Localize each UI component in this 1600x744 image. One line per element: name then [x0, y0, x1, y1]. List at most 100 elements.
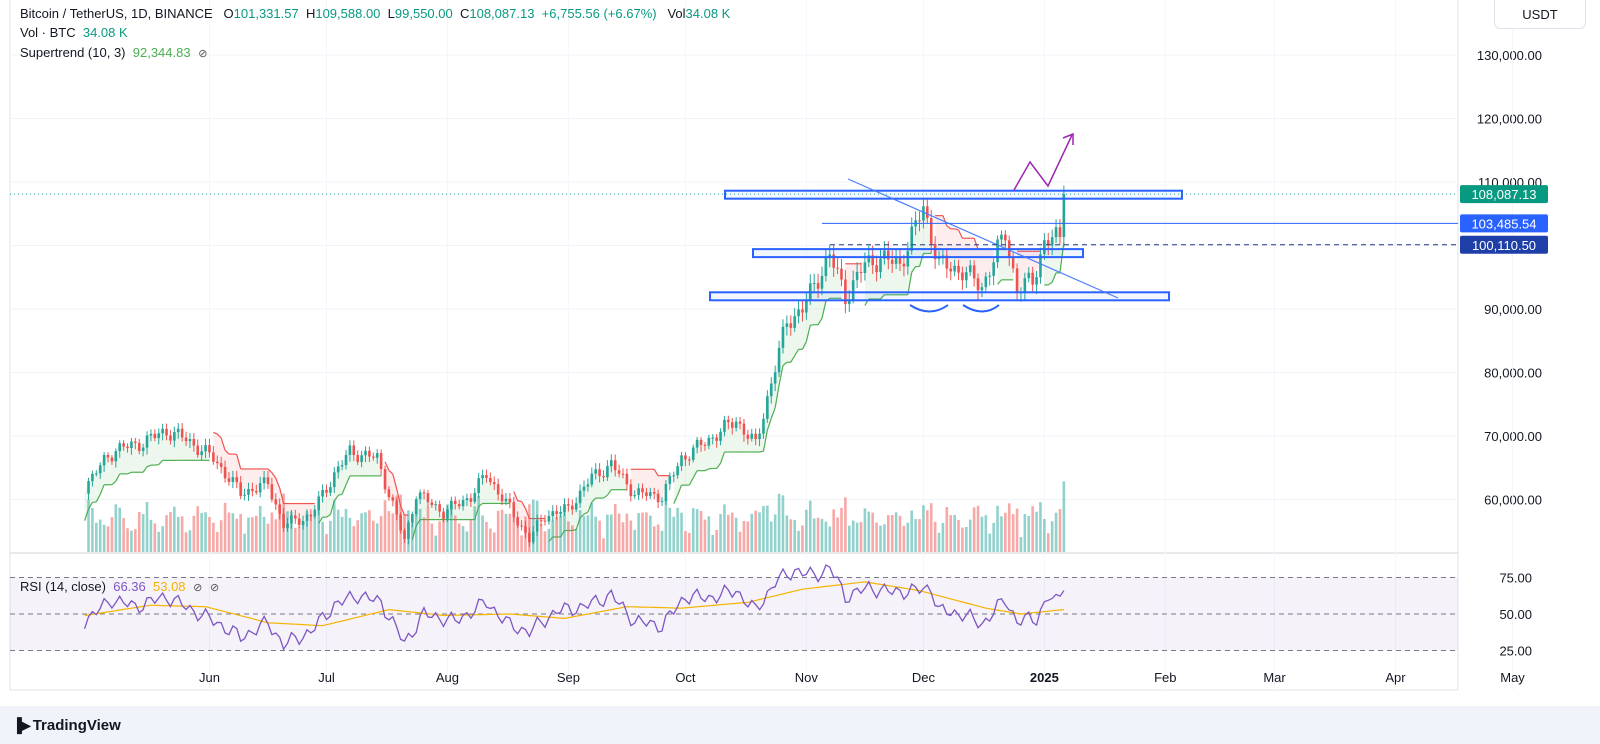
supertrend-line [677, 484, 683, 496]
volume-bar [114, 504, 118, 552]
supertrend-fill [685, 459, 690, 486]
rsi-legend: RSI (14, close) 66.36 53.08 ⊘ ⊘ [20, 578, 219, 597]
volume-bar [426, 506, 430, 552]
volume-bar [251, 517, 254, 552]
supertrend-fill [615, 470, 620, 490]
volume-bar [972, 507, 976, 552]
supertrend-line [759, 450, 764, 453]
hide-icon[interactable]: ⊘ [198, 48, 208, 60]
volume-bar [453, 515, 457, 552]
candle-body [1054, 227, 1058, 238]
price-label-badge [1460, 235, 1548, 254]
hide-icon[interactable]: ⊘ [193, 582, 203, 594]
supertrend-line [345, 475, 351, 485]
candle-body [945, 255, 949, 269]
supertrend-line [946, 225, 952, 230]
volume-bar [137, 512, 141, 552]
candle-body [254, 490, 258, 493]
supertrend-fill [966, 238, 971, 273]
volume-bar [512, 501, 516, 552]
supertrend-fill [950, 228, 955, 272]
candle-body [372, 456, 375, 458]
supertrend-fill [954, 228, 959, 273]
candle-body [297, 518, 301, 526]
volume-bar [411, 518, 414, 552]
candle-body [215, 461, 219, 464]
candle-body [481, 475, 484, 479]
supertrend-line [907, 272, 913, 295]
candle-body [282, 513, 285, 529]
supertrend-fill [166, 435, 171, 461]
candle-body [906, 250, 910, 267]
volume-bar [192, 515, 196, 552]
candle-body [610, 460, 613, 467]
hide-icon[interactable]: ⊘ [210, 582, 220, 594]
candle-body [957, 265, 960, 273]
volume-bar [126, 528, 129, 552]
volume-bar [906, 522, 910, 552]
candle-body [785, 323, 789, 327]
supertrend-line [384, 461, 390, 471]
supertrend-fill [123, 446, 128, 474]
volume-bar [372, 520, 375, 552]
candle-body [933, 243, 937, 260]
candle-body [321, 489, 324, 497]
supertrend-line [653, 468, 659, 476]
supertrend-fill [150, 433, 155, 466]
candle-body [750, 433, 754, 439]
volume-bar [481, 515, 484, 552]
volume-bar [602, 538, 605, 552]
volume-bar [645, 512, 648, 552]
volume-bar [1019, 537, 1023, 552]
volume-bar [793, 520, 796, 552]
currency-button[interactable]: USDT [1494, 0, 1586, 29]
tradingview-logo[interactable]: ▐▶ TradingView [12, 717, 121, 734]
volume-bar [368, 510, 371, 552]
volume-bar [340, 516, 344, 552]
volume-bar [446, 504, 449, 552]
candle-body [508, 498, 512, 503]
candle-body [286, 523, 289, 529]
candle-body [165, 428, 168, 436]
candle-body [122, 443, 125, 447]
volume-bar [106, 526, 110, 552]
candle-body [629, 484, 633, 497]
supertrend-fill [252, 468, 257, 493]
volume-bar [473, 506, 477, 552]
supertrend-line [770, 407, 776, 419]
candle-body [535, 520, 539, 532]
volume-bar [914, 519, 917, 552]
candle-body [762, 418, 765, 434]
volume-bar [594, 516, 597, 552]
candle-body [403, 530, 406, 539]
supertrend-fill [853, 263, 858, 281]
candle-body [157, 433, 161, 439]
volume-bar [894, 512, 898, 552]
volume-bar [110, 517, 114, 552]
volume-bar [703, 519, 707, 552]
time-tick-label: Jul [318, 670, 335, 685]
supertrend-fill [704, 437, 709, 471]
supertrend-fill [182, 437, 187, 461]
candle-body [887, 250, 890, 260]
volume-bar [161, 526, 164, 552]
supertrend-fill [833, 267, 838, 299]
supertrend-line [1051, 272, 1057, 283]
rsi-tick-label: 50.00 [1499, 607, 1532, 622]
candle-body [188, 438, 192, 442]
candle-body [769, 383, 773, 397]
price-label: 100,110.50 [1472, 238, 1536, 253]
candle-body [414, 499, 418, 515]
volume-bar [157, 531, 161, 552]
volume-bar [173, 506, 176, 552]
candle-body [231, 477, 235, 482]
supertrend-line [267, 468, 273, 474]
supertrend-fill [186, 438, 190, 461]
price-tick-label: 120,000.00 [1477, 112, 1542, 127]
candle-body [797, 309, 800, 317]
candle-body [262, 477, 266, 484]
volume-bar [270, 512, 274, 552]
supertrend-line [790, 355, 796, 363]
volume-bar [438, 521, 441, 552]
